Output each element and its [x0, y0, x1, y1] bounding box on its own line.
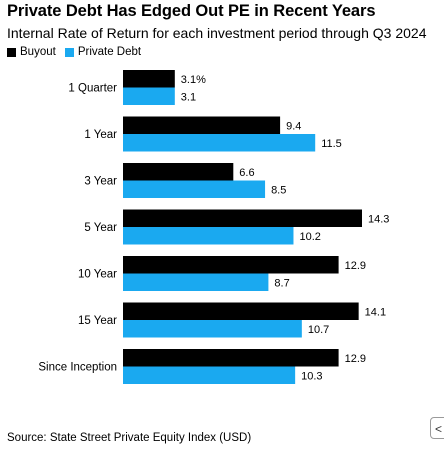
- data-label-private-debt-1-year: 11.5: [321, 138, 342, 150]
- bar-buyout-10-year: [123, 256, 339, 274]
- source-note: Source: State Street Private Equity Inde…: [7, 432, 252, 444]
- bar-buyout-5-year: [123, 209, 362, 227]
- bar-private-debt-15-year: [123, 320, 302, 338]
- data-label-private-debt-15-year: 10.7: [308, 324, 329, 336]
- data-label-buyout-15-year: 14.1: [365, 306, 386, 318]
- data-label-private-debt-since-inception: 10.3: [301, 370, 322, 382]
- chart-subtitle: Internal Rate of Return for each investm…: [7, 25, 427, 41]
- chart-title: Private Debt Has Edged Out PE in Recent …: [7, 2, 376, 20]
- category-label-since-inception: Since Inception: [38, 362, 117, 374]
- category-label-5-year: 5 Year: [84, 222, 117, 234]
- share-button[interactable]: <: [430, 417, 444, 439]
- legend-label-buyout: Buyout: [20, 46, 56, 58]
- data-label-private-debt-10-year: 8.7: [274, 277, 289, 289]
- legend-swatch-private-debt: [64, 47, 74, 57]
- legend-label-private-debt: Private Debt: [77, 46, 142, 58]
- legend-item-private-debt: Private Debt: [64, 46, 142, 58]
- category-label-1-year: 1 Year: [84, 129, 117, 141]
- bar-private-debt-1-year: [123, 134, 316, 152]
- legend: Buyout Private Debt: [7, 46, 150, 58]
- data-label-buyout-5-year: 14.3: [368, 213, 389, 225]
- data-label-private-debt-5-year: 10.2: [299, 231, 320, 243]
- data-label-buyout-3-year: 6.6: [239, 167, 254, 179]
- data-label-buyout-since-inception: 12.9: [345, 353, 366, 365]
- bar-private-debt-1-quarter: [123, 87, 175, 105]
- bar-buyout-15-year: [123, 302, 359, 320]
- bar-private-debt-3-year: [123, 180, 266, 198]
- bar-buyout-since-inception: [123, 349, 339, 367]
- bar-private-debt-5-year: [123, 227, 294, 245]
- bar-private-debt-10-year: [123, 273, 269, 291]
- category-label-15-year: 15 Year: [78, 315, 117, 327]
- data-label-buyout-1-year: 9.4: [286, 120, 301, 132]
- data-label-buyout-1-quarter: 3.1%: [181, 74, 206, 86]
- bar-buyout-1-quarter: [123, 70, 175, 88]
- legend-swatch-buyout: [7, 47, 16, 57]
- category-label-10-year: 10 Year: [78, 269, 117, 281]
- bar-private-debt-since-inception: [123, 366, 296, 384]
- category-label-1-quarter: 1 Quarter: [68, 83, 117, 95]
- data-label-private-debt-3-year: 8.5: [271, 184, 286, 196]
- bar-buyout-1-year: [123, 116, 281, 134]
- legend-item-buyout: Buyout: [7, 46, 56, 58]
- data-label-buyout-10-year: 12.9: [345, 260, 366, 272]
- data-label-private-debt-1-quarter: 3.1: [181, 91, 196, 103]
- bar-buyout-3-year: [123, 163, 234, 181]
- category-label-3-year: 3 Year: [84, 176, 117, 188]
